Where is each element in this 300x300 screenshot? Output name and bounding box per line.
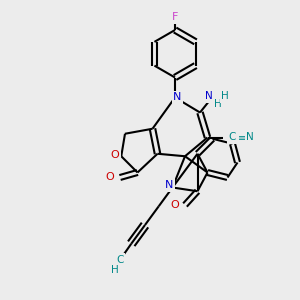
Text: H: H bbox=[221, 91, 229, 101]
Text: H: H bbox=[214, 99, 221, 109]
Text: N: N bbox=[165, 180, 173, 190]
Text: N: N bbox=[205, 91, 213, 101]
Text: O: O bbox=[171, 200, 179, 210]
Text: H: H bbox=[111, 265, 119, 275]
Text: C: C bbox=[116, 255, 124, 265]
Text: C: C bbox=[229, 133, 236, 142]
Text: N: N bbox=[246, 133, 254, 142]
Text: F: F bbox=[172, 13, 178, 22]
Text: O: O bbox=[111, 150, 119, 160]
Text: ≡: ≡ bbox=[238, 133, 247, 142]
Text: O: O bbox=[106, 172, 114, 182]
Text: N: N bbox=[173, 92, 182, 103]
